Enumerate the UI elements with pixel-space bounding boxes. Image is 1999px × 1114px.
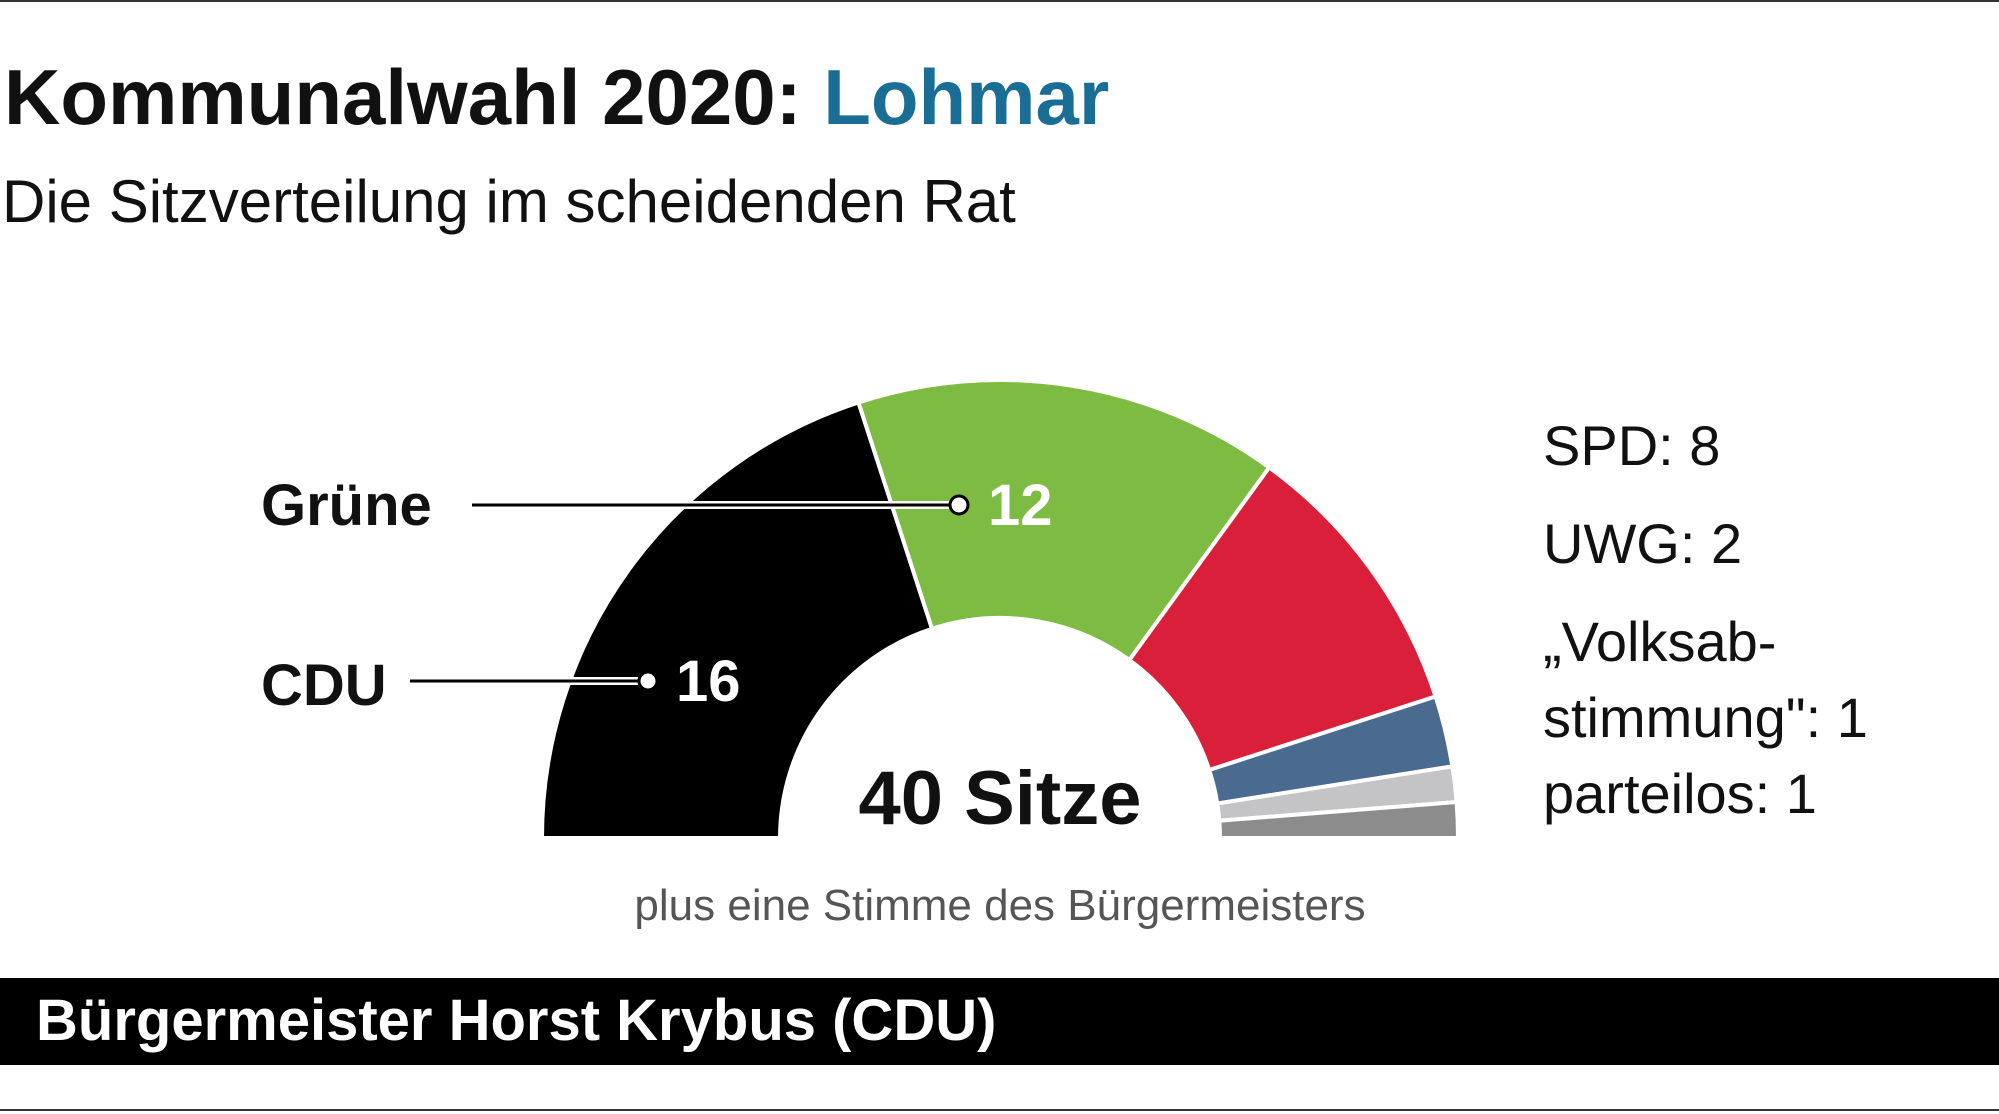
footer: Bürgermeister Horst Krybus (CDU) — [36, 988, 996, 1053]
chart-title: Kommunalwahl 2020: Lohmar — [4, 53, 1109, 141]
legend-entry: SPD: 8 — [1543, 414, 1721, 477]
note: plus eine Stimme des Bürgermeisters — [634, 881, 1365, 930]
center-label: 40 Sitze — [858, 756, 1141, 841]
callout-dot — [637, 670, 659, 692]
callout-dot — [948, 494, 970, 516]
callout-label: CDU — [261, 653, 387, 718]
legend-entry: UWG: 2 — [1543, 512, 1743, 575]
footer-bar — [0, 978, 1999, 1065]
value-label: 16 — [676, 649, 741, 714]
callout-label: Grüne — [261, 473, 432, 538]
legend-entry: „Volksab- stimmung": 1 — [1543, 610, 1868, 749]
legend-entry: parteilos: 1 — [1543, 762, 1817, 825]
chart-subtitle: Die Sitzverteilung im scheidenden Rat — [2, 168, 1016, 235]
segment — [855, 378, 1273, 663]
value-label: 12 — [988, 473, 1053, 538]
segment — [1126, 464, 1439, 773]
segment — [1217, 799, 1461, 840]
segments — [539, 378, 1461, 840]
title-main: Kommunalwahl 2020: — [4, 53, 823, 141]
title-highlight: Lohmar — [823, 53, 1109, 141]
